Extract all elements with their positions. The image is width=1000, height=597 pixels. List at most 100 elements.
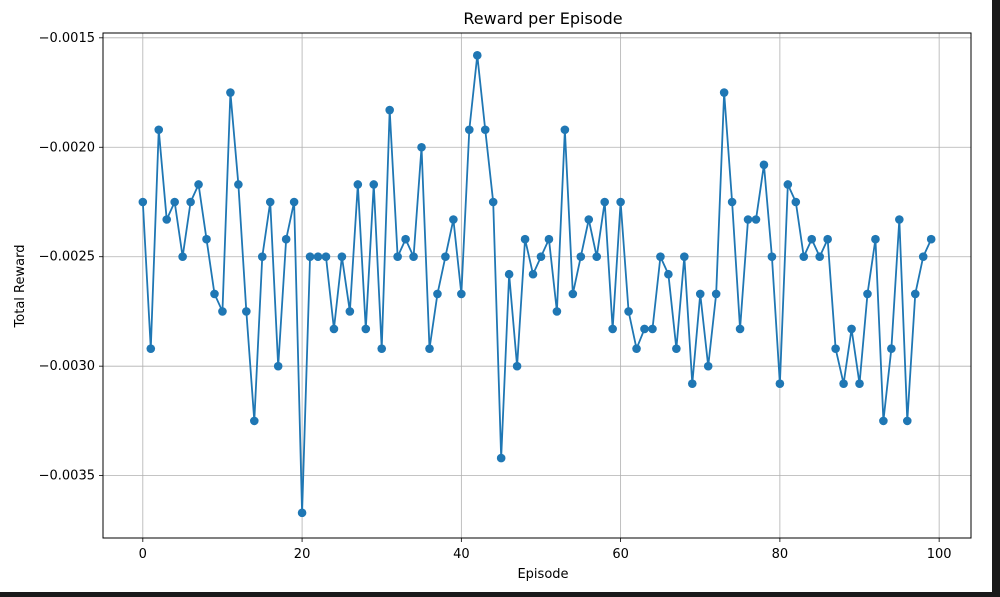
data-point — [791, 197, 801, 207]
data-point — [648, 324, 657, 334]
data-point — [783, 180, 793, 189]
data-point — [472, 51, 482, 60]
data-point — [465, 125, 474, 135]
data-point — [250, 416, 259, 426]
data-point — [313, 252, 323, 262]
data-point — [138, 197, 148, 207]
data-point — [815, 252, 824, 262]
data-point — [640, 324, 649, 334]
data-point — [353, 180, 363, 189]
data-point — [520, 234, 530, 244]
data-point — [385, 105, 394, 115]
x-axis-label: Episode — [517, 567, 568, 582]
data-point — [321, 252, 331, 262]
data-point — [425, 344, 434, 353]
data-point — [369, 180, 379, 189]
data-point — [775, 379, 785, 388]
data-point — [218, 307, 227, 316]
data-point — [186, 197, 195, 207]
data-point — [608, 324, 617, 334]
data-point — [178, 252, 187, 262]
data-point — [210, 289, 219, 299]
x-tick-label: 20 — [294, 547, 311, 562]
data-point — [632, 344, 641, 353]
data-point — [823, 234, 832, 244]
y-tick-label: −0.0020 — [39, 140, 95, 155]
data-point — [687, 379, 697, 388]
y-axis-label: Total Reward — [13, 245, 28, 329]
data-point — [544, 234, 554, 244]
grid — [103, 33, 971, 538]
data-point — [433, 289, 442, 299]
data-point — [616, 197, 625, 207]
y-tick-label: −0.0025 — [39, 250, 95, 265]
x-tick-label: 60 — [612, 547, 629, 562]
data-point — [146, 344, 156, 353]
data-point — [664, 269, 673, 279]
data-point — [536, 252, 546, 262]
data-point — [281, 234, 291, 244]
data-point — [576, 252, 586, 262]
y-tick-label: −0.0030 — [39, 359, 95, 374]
data-point — [767, 252, 777, 262]
data-point — [449, 215, 458, 224]
data-point — [863, 289, 872, 299]
data-point — [600, 197, 609, 207]
data-point — [297, 508, 307, 518]
data-point — [496, 453, 506, 463]
data-point — [289, 197, 299, 207]
series-reward — [138, 51, 936, 518]
data-point — [695, 289, 705, 299]
data-point — [902, 416, 912, 426]
data-point — [154, 125, 164, 135]
x-tick-label: 0 — [139, 547, 147, 562]
data-point — [568, 289, 578, 299]
data-point — [871, 234, 880, 244]
data-point — [584, 215, 594, 224]
data-point — [680, 252, 689, 262]
data-point — [345, 307, 355, 316]
data-point — [552, 307, 562, 316]
data-point — [329, 324, 339, 334]
data-point — [918, 252, 928, 262]
data-point — [592, 252, 602, 262]
data-point — [624, 307, 633, 316]
data-point — [759, 160, 769, 170]
data-point — [719, 88, 729, 97]
data-point — [417, 142, 426, 152]
data-point — [202, 234, 211, 244]
data-point — [727, 197, 737, 207]
data-point — [799, 252, 809, 262]
data-point — [743, 215, 753, 224]
data-point — [480, 125, 490, 135]
data-point — [257, 252, 267, 262]
x-tick-label: 80 — [772, 547, 789, 562]
data-point — [831, 344, 840, 353]
y-tick-label: −0.0035 — [39, 469, 95, 484]
x-tick-label: 40 — [453, 547, 470, 562]
data-point — [273, 361, 283, 371]
data-point — [234, 180, 243, 189]
data-point — [847, 324, 856, 334]
data-point — [528, 269, 538, 279]
data-point — [194, 180, 203, 189]
data-point — [672, 344, 681, 353]
data-point — [337, 252, 347, 262]
data-point — [170, 197, 179, 207]
data-point — [242, 307, 251, 316]
data-point — [711, 289, 721, 299]
plot-area — [102, 32, 972, 539]
data-point — [656, 252, 665, 262]
data-point — [441, 252, 450, 262]
series-line — [141, 54, 932, 514]
data-point — [488, 197, 498, 207]
data-point — [910, 289, 920, 299]
data-point — [855, 379, 864, 388]
data-point — [926, 234, 936, 244]
data-point — [377, 344, 387, 353]
data-point — [305, 252, 315, 262]
data-point — [361, 324, 371, 334]
data-point — [751, 215, 761, 224]
